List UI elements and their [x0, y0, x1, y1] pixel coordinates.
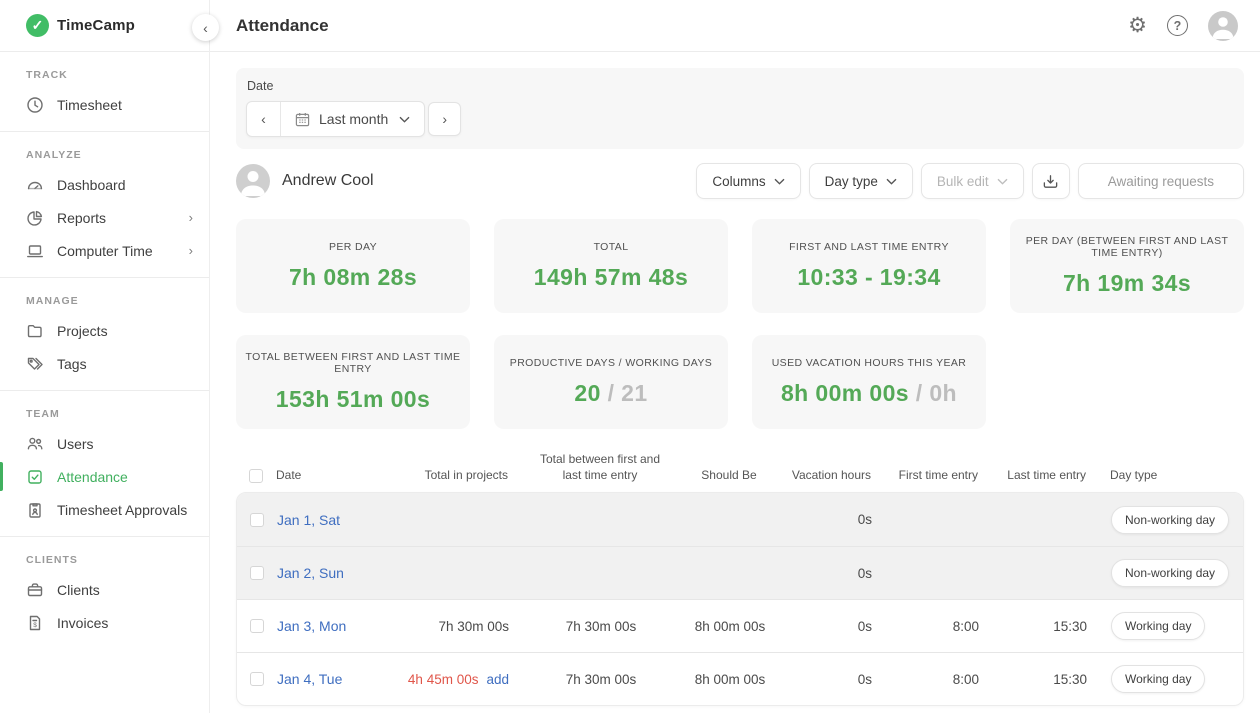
day-type-badge[interactable]: Non-working day — [1111, 505, 1230, 534]
chevron-down-icon — [774, 178, 785, 185]
date-range-button[interactable]: Last month — [280, 102, 424, 136]
stat-card-used-vacation: USED VACATION HOURS THIS YEAR 8h 00m 00s… — [752, 335, 986, 429]
add-time-link[interactable]: add — [486, 671, 509, 687]
day-type-badge[interactable]: Working day — [1111, 612, 1206, 641]
sidebar-item-dashboard[interactable]: Dashboard — [0, 168, 209, 201]
briefcase-icon — [26, 581, 44, 599]
table-row: Jan 2, Sun 0s Non-working day — [237, 546, 1243, 600]
stat-card-total-between: TOTAL BETWEEN FIRST AND LAST TIME ENTRY … — [236, 335, 470, 429]
col-first-time-entry: First time entry — [898, 468, 978, 483]
svg-text:$: $ — [33, 622, 37, 629]
date-link[interactable]: Jan 2, Sun — [277, 565, 344, 582]
sidebar-collapse-button[interactable]: ‹ — [192, 14, 219, 41]
date-range-value: Last month — [319, 111, 389, 127]
sidebar-item-invoices[interactable]: $ Invoices — [0, 606, 209, 639]
col-should-be: Should Be — [701, 468, 757, 483]
clock-icon — [26, 96, 44, 114]
sidebar-item-users[interactable]: Users — [0, 427, 209, 460]
sidebar-item-timesheet[interactable]: Timesheet — [0, 88, 209, 121]
tags-icon — [26, 355, 44, 373]
chevron-right-icon: › — [188, 210, 193, 225]
stat-card-first-last-entry: FIRST AND LAST TIME ENTRY 10:33 - 19:34 — [752, 219, 986, 313]
employee-name: Andrew Cool — [282, 172, 374, 189]
date-link[interactable]: Jan 3, Mon — [277, 618, 347, 635]
page-title: Attendance — [236, 15, 329, 35]
date-filter-bar: Date ‹ Last month › — [236, 68, 1244, 149]
sidebar-item-computer-time[interactable]: Computer Time › — [0, 234, 209, 267]
columns-button[interactable]: Columns — [696, 163, 801, 199]
col-date: Date — [276, 468, 302, 483]
bulk-edit-button[interactable]: Bulk edit — [920, 163, 1024, 199]
under-hours-value: 4h 45m 00s — [407, 671, 479, 687]
day-type-badge[interactable]: Non-working day — [1111, 559, 1230, 588]
gauge-icon — [26, 176, 44, 194]
employee-avatar — [236, 164, 270, 198]
chevron-down-icon — [997, 178, 1008, 185]
stat-card-per-day: PER DAY 7h 08m 28s — [236, 219, 470, 313]
table-row: Jan 1, Sat 0s Non-working day — [237, 493, 1243, 547]
pie-chart-icon — [26, 209, 44, 227]
calendar-icon — [295, 112, 310, 127]
row-checkbox[interactable] — [250, 566, 264, 581]
row-checkbox[interactable] — [250, 619, 264, 634]
folder-icon — [26, 322, 44, 340]
sidebar: ✓ TimeCamp TRACK Timesheet ANALYZE Dashb… — [0, 0, 210, 713]
row-checkbox[interactable] — [250, 672, 264, 687]
logo: ✓ TimeCamp — [0, 0, 209, 52]
section-label-analyze: ANALYZE — [26, 149, 82, 161]
sidebar-item-tags[interactable]: Tags — [0, 347, 209, 380]
top-bar: Attendance ⚙ ? — [210, 0, 1260, 52]
col-vacation-hours: Vacation hours — [791, 468, 871, 483]
table-header: Date Total in projects Total between fir… — [236, 451, 1244, 492]
section-label-team: TEAM — [26, 408, 60, 420]
prev-period-button[interactable]: ‹ — [261, 111, 266, 127]
stat-card-total: TOTAL 149h 57m 48s — [494, 219, 728, 313]
export-button[interactable] — [1031, 163, 1070, 199]
clipboard-icon — [26, 501, 44, 519]
section-label-manage: MANAGE — [26, 295, 79, 307]
day-type-badge[interactable]: Working day — [1111, 665, 1206, 694]
chevron-right-icon: › — [188, 243, 193, 258]
check-square-icon — [26, 468, 44, 486]
laptop-icon — [26, 242, 44, 260]
row-checkbox[interactable] — [250, 512, 264, 527]
next-period-button[interactable]: › — [428, 102, 462, 136]
invoice-icon: $ — [26, 614, 44, 632]
day-type-button[interactable]: Day type — [808, 163, 913, 199]
sidebar-item-projects[interactable]: Projects — [0, 314, 209, 347]
select-all-checkbox[interactable] — [249, 469, 263, 484]
settings-gear-icon[interactable]: ⚙ — [1128, 14, 1147, 37]
brand-name: TimeCamp — [57, 17, 136, 34]
sidebar-item-clients[interactable]: Clients — [0, 573, 209, 606]
col-last-time-entry: Last time entry — [1007, 468, 1086, 483]
timecamp-logo-icon: ✓ — [26, 14, 49, 37]
user-avatar[interactable] — [1208, 10, 1238, 41]
sidebar-item-timesheet-approvals[interactable]: Timesheet Approvals — [0, 493, 209, 526]
sidebar-item-attendance[interactable]: Attendance — [0, 460, 209, 493]
table-row: Jan 3, Mon 7h 30m 00s 7h 30m 00s 8h 00m … — [237, 599, 1243, 652]
col-day-type: Day type — [1110, 468, 1158, 483]
date-link[interactable]: Jan 4, Tue — [277, 671, 343, 688]
awaiting-requests-button[interactable]: Awaiting requests — [1077, 163, 1244, 199]
date-filter-label: Date — [247, 79, 274, 93]
col-total-between: Total between first and last time entry — [539, 452, 661, 483]
chevron-down-icon — [399, 116, 410, 123]
download-icon — [1042, 173, 1059, 190]
sidebar-item-reports[interactable]: Reports › — [0, 201, 209, 234]
stat-card-productive-days: PRODUCTIVE DAYS / WORKING DAYS 20 / 21 — [494, 335, 728, 429]
section-label-clients: CLIENTS — [26, 554, 78, 566]
section-label-track: TRACK — [26, 69, 68, 81]
chevron-down-icon — [886, 178, 897, 185]
col-total-in-projects: Total in projects — [424, 468, 508, 483]
date-link[interactable]: Jan 1, Sat — [277, 511, 341, 528]
help-icon[interactable]: ? — [1167, 15, 1188, 36]
stat-card-per-day-between: PER DAY (BETWEEN FIRST AND LAST TIME ENT… — [1010, 219, 1244, 313]
table-row: Jan 4, Tue 4h 45m 00s add 7h 30m 00s 8h 0… — [237, 652, 1243, 705]
users-icon — [26, 435, 44, 453]
